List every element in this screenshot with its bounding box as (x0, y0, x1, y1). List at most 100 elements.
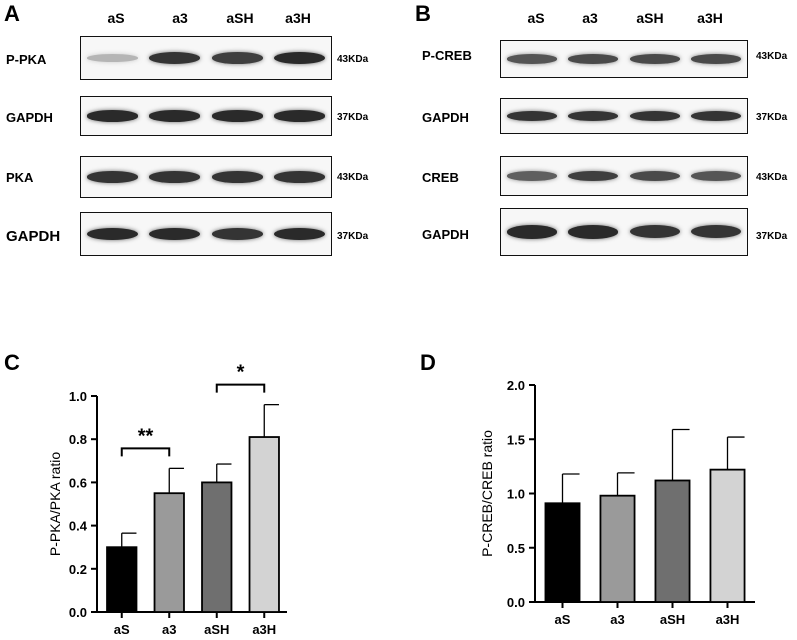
blot-strip (80, 96, 332, 136)
lane-header: aSH (226, 10, 254, 26)
y-tick-label: 0.5 (507, 541, 525, 556)
y-tick-label: 0.4 (69, 519, 88, 534)
blot-band (149, 110, 201, 122)
kda-label: 37KDa (756, 231, 788, 242)
blot-label: GAPDH (422, 110, 469, 125)
blot-band (568, 225, 619, 239)
blot-label: PKA (6, 170, 34, 185)
y-tick-label: 1.5 (507, 432, 525, 447)
significance-label: ** (138, 425, 154, 447)
panel-label-b: B (415, 1, 431, 26)
blot-band (629, 111, 680, 121)
kda-label: 43KDa (337, 172, 369, 183)
blot-band (629, 225, 680, 239)
blot-band (568, 170, 619, 182)
y-axis-label: P-CREB/CREB ratio (479, 430, 495, 557)
blot-band (86, 54, 138, 62)
blot-band (506, 171, 557, 181)
lane-header: aSH (636, 10, 664, 26)
blot-band (211, 171, 263, 183)
blot-band (274, 227, 326, 241)
blot-band (86, 110, 138, 122)
blot-band (274, 51, 326, 65)
blot-strip (80, 36, 332, 80)
kda-label: 43KDa (756, 51, 788, 62)
lane-header: aS (527, 10, 545, 26)
x-tick-label: a3 (610, 612, 624, 627)
bar (201, 481, 233, 613)
blot-band (149, 171, 201, 183)
y-tick-label: 0.2 (69, 562, 87, 577)
x-tick-label: aSH (204, 622, 229, 637)
lane-header: a3 (172, 10, 188, 26)
blot-band (691, 54, 742, 64)
x-tick-label: aS (555, 612, 571, 627)
x-tick-label: a3 (162, 622, 176, 637)
blot-band (86, 171, 138, 183)
blot-band (506, 111, 557, 121)
y-tick-label: 0.0 (507, 595, 525, 610)
blot-strip (500, 208, 748, 256)
blot-label: GAPDH (6, 228, 61, 245)
blot-band (274, 110, 326, 122)
x-tick-label: a3H (252, 622, 276, 637)
blot-band (211, 228, 263, 240)
blot-band (86, 227, 138, 241)
lane-header: aS (107, 10, 125, 26)
kda-label: 43KDa (337, 54, 369, 65)
blot-band (568, 111, 619, 121)
blot-label: P-PKA (6, 52, 47, 67)
blot-label: P-CREB (422, 48, 472, 63)
bar (654, 479, 691, 603)
blot-band (691, 111, 742, 121)
significance-label: * (237, 362, 245, 384)
blot-band (691, 171, 742, 181)
y-tick-label: 0.8 (69, 432, 87, 447)
blot-band (629, 54, 680, 64)
blot-band (629, 170, 680, 182)
bar (544, 502, 581, 603)
blot-band (506, 54, 557, 64)
y-axis-label: P-PKA/PKA ratio (47, 452, 63, 556)
x-tick-label: a3H (716, 612, 740, 627)
bar (106, 546, 138, 613)
blot-strip (500, 156, 748, 196)
significance-bracket (120, 447, 171, 457)
panel-label-d: D (420, 350, 436, 375)
panel-label-a: A (4, 1, 20, 26)
lane-header: a3 (582, 10, 598, 26)
blot-band (149, 52, 201, 64)
lane-header: a3H (697, 10, 723, 26)
y-tick-label: 0.0 (69, 605, 87, 620)
bar (248, 436, 280, 613)
significance-bracket (215, 383, 266, 393)
blot-band (691, 225, 742, 239)
blot-strip (500, 98, 748, 134)
y-tick-label: 1.0 (507, 487, 525, 502)
bar (599, 494, 636, 603)
blot-band (211, 110, 263, 122)
kda-label: 43KDa (756, 172, 788, 183)
lane-header: a3H (285, 10, 311, 26)
blot-strip (80, 212, 332, 256)
panel-label-c: C (4, 350, 20, 375)
blot-label: GAPDH (6, 110, 53, 125)
blot-band (506, 225, 557, 239)
kda-label: 37KDa (337, 112, 369, 123)
kda-label: 37KDa (756, 112, 788, 123)
blot-band (274, 171, 326, 183)
y-tick-label: 1.0 (69, 389, 87, 404)
blot-band (149, 227, 201, 241)
blot-strip (500, 40, 748, 78)
blot-band (211, 52, 263, 64)
blot-label: GAPDH (422, 227, 469, 242)
y-tick-label: 0.6 (69, 475, 87, 490)
blot-strip (80, 156, 332, 198)
x-tick-label: aS (114, 622, 130, 637)
blot-band (568, 54, 619, 64)
x-tick-label: aSH (660, 612, 685, 627)
kda-label: 37KDa (337, 231, 369, 242)
y-tick-label: 2.0 (507, 378, 525, 393)
